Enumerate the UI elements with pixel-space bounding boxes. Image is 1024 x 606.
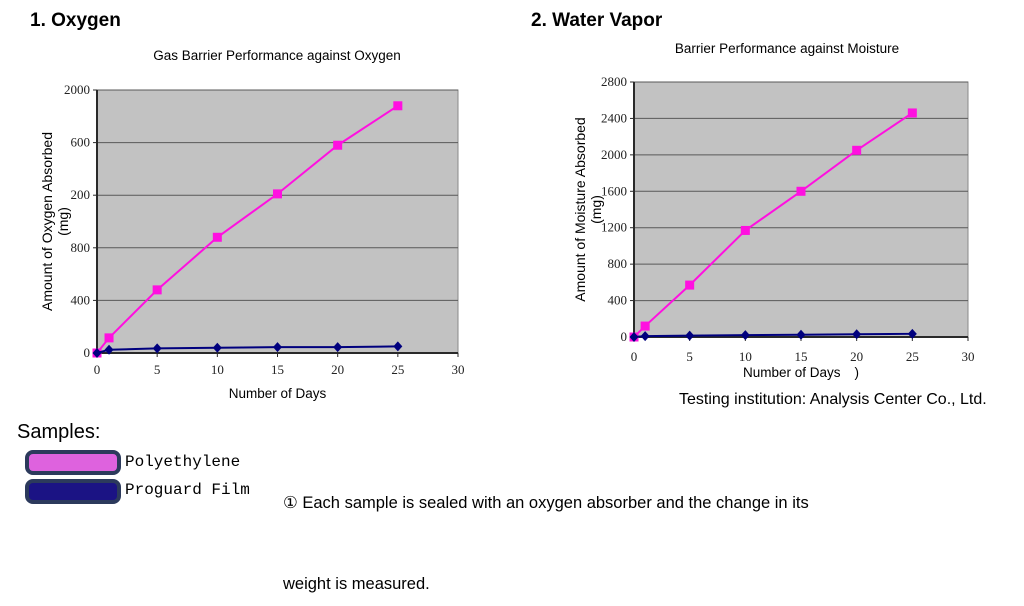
- y-tick-label: 800: [71, 240, 91, 255]
- marker-proguard-film: [152, 343, 162, 354]
- oxygen-chart: 0 400 800 200 600 2000 0 5 10 15 20 25 30 Gas Barrier…: [39, 48, 465, 401]
- moisture-chart: 0 400 800 1200 1600 2000 2400 2800 0 5 10 15 20 25 30 B…: [572, 41, 975, 380]
- plot-area: [96, 89, 459, 354]
- y-tick-label: 200: [71, 187, 91, 202]
- note-line-2: weight is measured.: [283, 575, 430, 593]
- marker-polyethylene: [685, 280, 695, 290]
- marker-proguard-film: [104, 344, 114, 355]
- y-tick-label: 0: [84, 345, 91, 360]
- marker-proguard-film: [796, 329, 806, 340]
- marker-polyethylene: [740, 225, 750, 235]
- marker-proguard-film: [629, 332, 639, 342]
- marker-proguard-film: [393, 341, 403, 352]
- marker-polyethylene: [796, 186, 806, 196]
- samples-heading: Samples:: [17, 421, 101, 443]
- y-tick-label: 600: [71, 135, 91, 150]
- x-tick-label: 15: [271, 362, 284, 377]
- marker-polyethylene: [104, 333, 114, 343]
- y-tick-label: 1200: [601, 220, 627, 235]
- marker-proguard-film: [640, 331, 650, 342]
- x-tick-label: 25: [391, 362, 404, 377]
- y-tick-label: 2000: [601, 147, 627, 162]
- chart-title: Barrier Performance against Moisture: [675, 41, 899, 56]
- marker-polyethylene: [212, 232, 222, 242]
- x-tick-label: 5: [154, 362, 161, 377]
- marker-polyethylene: [907, 108, 917, 118]
- marker-polyethylene: [333, 140, 343, 150]
- marker-polyethylene: [852, 145, 862, 155]
- testing-institution-caption: Testing institution: Analysis Center Co.…: [679, 391, 987, 408]
- polyethylene-swatch: [25, 450, 121, 475]
- x-tick-label: 0: [631, 349, 638, 364]
- x-tick-label: 20: [331, 362, 344, 377]
- marker-polyethylene: [640, 321, 650, 331]
- x-tick-label: 25: [906, 349, 919, 364]
- y-tick-label: 0: [621, 329, 628, 344]
- legend-label-polyethylene: Polyethylene: [125, 453, 241, 471]
- marker-polyethylene: [393, 101, 403, 111]
- legend-item-polyethylene: [25, 450, 121, 475]
- legend-label-proguard-film: Proguard Film: [125, 481, 250, 499]
- section-heading-water-vapor: 2. Water Vapor: [531, 10, 663, 31]
- section-heading-oxygen: 1. Oxygen: [30, 10, 121, 31]
- y-tick-label: 2000: [64, 82, 90, 97]
- marker-proguard-film: [852, 329, 862, 340]
- plot-area: [633, 81, 969, 338]
- x-tick-label: 20: [850, 349, 863, 364]
- marker-polyethylene: [152, 285, 162, 295]
- chart-title: Gas Barrier Performance against Oxygen: [153, 48, 401, 63]
- marker-polyethylene: [273, 189, 282, 199]
- y-tick-label: 2800: [601, 74, 627, 89]
- note-line-1: ① Each sample is sealed with an oxygen a…: [283, 494, 809, 512]
- marker-proguard-film: [333, 342, 343, 353]
- y-axis-title: Amount of Oxygen Absorbed(mg): [39, 132, 71, 311]
- x-axis-title: Number of Days: [229, 386, 327, 401]
- x-tick-label: 30: [452, 362, 465, 377]
- marker-proguard-film: [92, 348, 102, 358]
- y-axis-title: Amount of Moisture Absorbed(mg): [572, 117, 604, 301]
- proguard-film-swatch: [25, 479, 121, 504]
- x-axis-title: Number of Days): [743, 365, 859, 380]
- x-tick-label: 30: [962, 349, 975, 364]
- x-tick-label: 5: [686, 349, 693, 364]
- legend-item-proguard-film: [25, 479, 121, 504]
- marker-proguard-film: [273, 342, 282, 353]
- y-tick-label: 800: [608, 256, 628, 271]
- y-tick-label: 400: [608, 293, 628, 308]
- marker-proguard-film: [212, 342, 222, 353]
- x-tick-label: 0: [94, 362, 101, 377]
- notes-block: ① Each sample is sealed with an oxygen a…: [283, 436, 833, 606]
- x-tick-label: 10: [211, 362, 224, 377]
- marker-proguard-film: [907, 328, 917, 339]
- x-tick-label: 10: [739, 349, 752, 364]
- marker-proguard-film: [740, 330, 750, 341]
- marker-proguard-film: [685, 330, 695, 341]
- y-tick-label: 400: [71, 292, 91, 307]
- y-tick-label: 1600: [601, 183, 627, 198]
- y-tick-label: 2400: [601, 110, 627, 125]
- x-tick-label: 15: [795, 349, 808, 364]
